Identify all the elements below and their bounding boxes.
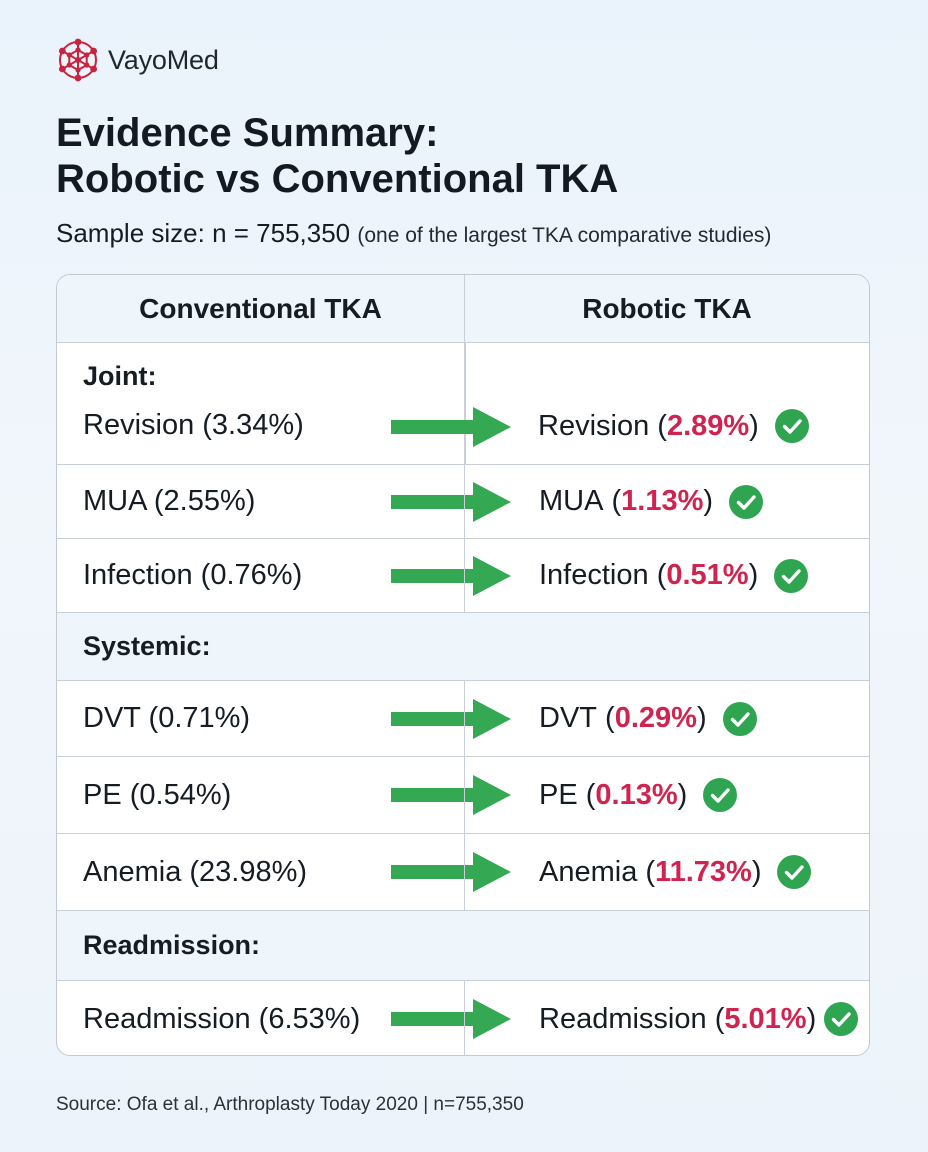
table-row-pe: PE (0.54%) PE (0.13%) (57, 757, 869, 834)
right-arrow-icon (391, 852, 511, 892)
robotic-value: 0.13% (595, 778, 678, 811)
page-title: Evidence Summary: Robotic vs Conventiona… (56, 110, 618, 202)
source-citation: Source: Ofa et al., Arthroplasty Today 2… (56, 1094, 524, 1115)
robotic-label: Revision (538, 409, 650, 442)
table-header-row: Conventional TKA Robotic TKA (57, 275, 869, 343)
robotic-label: Anemia (539, 855, 638, 888)
section-row-readmission: Readmission: (57, 911, 869, 981)
robotic-label: PE (539, 778, 578, 811)
conventional-dvt: DVT (0.71%) (83, 702, 251, 734)
section-label-readmission: Readmission: (83, 930, 261, 960)
robotic-anemia: Anemia (11.73%) (464, 834, 869, 910)
table-row-readmission: Readmission (6.53%) Readmission (5.01%) (57, 981, 869, 1055)
conventional-infection: Infection (0.76%) (83, 559, 303, 591)
column-divider (464, 343, 466, 464)
brand-name: VayoMed (108, 44, 219, 75)
right-arrow-icon (391, 556, 511, 596)
right-arrow-icon (391, 699, 511, 739)
sample-size-note: (one of the largest TKA comparative stud… (357, 224, 772, 247)
conventional-readmission: Readmission (6.53%) (83, 1002, 361, 1035)
check-circle-icon (703, 778, 738, 812)
table-row-mua: MUA (2.55%) MUA (1.13%) (57, 465, 869, 539)
check-circle-icon (729, 484, 764, 519)
robotic-label: Readmission (539, 1002, 707, 1035)
table-row-revision: Joint: Revision (3.34%) Revision (2.89%) (57, 343, 869, 465)
brand: VayoMed (54, 36, 219, 84)
molecule-logo-icon (59, 38, 97, 82)
sample-size-label: Sample size: n = 755,350 (56, 218, 351, 248)
title-line-2: Robotic vs Conventional TKA (56, 157, 619, 201)
check-circle-icon (777, 855, 812, 889)
robotic-mua: MUA (1.13%) (464, 465, 869, 538)
robotic-infection: Infection (0.51%) (464, 539, 869, 612)
robotic-label: Infection (539, 559, 649, 591)
check-circle-icon (774, 558, 809, 593)
robotic-dvt: DVT (0.29%) (464, 681, 869, 756)
right-arrow-icon (391, 999, 511, 1039)
conventional-mua: MUA (2.55%) (83, 485, 256, 517)
right-arrow-icon (391, 482, 511, 522)
table-row-infection: Infection (0.76%) Infection (0.51%) (57, 539, 869, 613)
table-row-dvt: DVT (0.71%) DVT (0.29%) (57, 681, 869, 757)
robotic-value: 0.51% (666, 559, 749, 591)
robotic-pe: PE (0.13%) (464, 757, 869, 833)
conventional-pe: PE (0.54%) (83, 778, 232, 811)
robotic-value: 5.01% (724, 1002, 807, 1035)
robotic-value: 1.13% (621, 485, 704, 517)
title-line-1: Evidence Summary: (56, 111, 439, 155)
check-circle-icon (774, 409, 809, 443)
robotic-label: MUA (539, 485, 604, 517)
header-robotic: Robotic TKA (464, 275, 869, 342)
robotic-readmission: Readmission (5.01%) (464, 981, 869, 1055)
check-circle-icon (722, 701, 757, 736)
robotic-value: 11.73% (655, 855, 752, 888)
check-circle-icon (824, 1002, 859, 1036)
conventional-revision: Revision (3.34%) (83, 409, 304, 441)
table-row-anemia: Anemia (23.98%) Anemia (11.73%) (57, 834, 869, 911)
section-label-joint: Joint: (83, 361, 157, 391)
section-label-systemic: Systemic: (83, 631, 211, 661)
sample-size: Sample size: n = 755,350 (one of the lar… (56, 218, 771, 249)
robotic-revision: Revision (2.89%) (538, 401, 809, 451)
robotic-value: 2.89% (666, 409, 750, 442)
comparison-table: Conventional TKA Robotic TKA Joint: Revi… (56, 274, 870, 1056)
robotic-value: 0.29% (614, 702, 697, 734)
header-conventional: Conventional TKA (139, 292, 382, 324)
robotic-label: DVT (539, 702, 597, 734)
section-row-systemic: Systemic: (57, 613, 869, 681)
conventional-anemia: Anemia (23.98%) (83, 855, 308, 888)
right-arrow-icon (391, 407, 511, 447)
right-arrow-icon (391, 775, 511, 815)
